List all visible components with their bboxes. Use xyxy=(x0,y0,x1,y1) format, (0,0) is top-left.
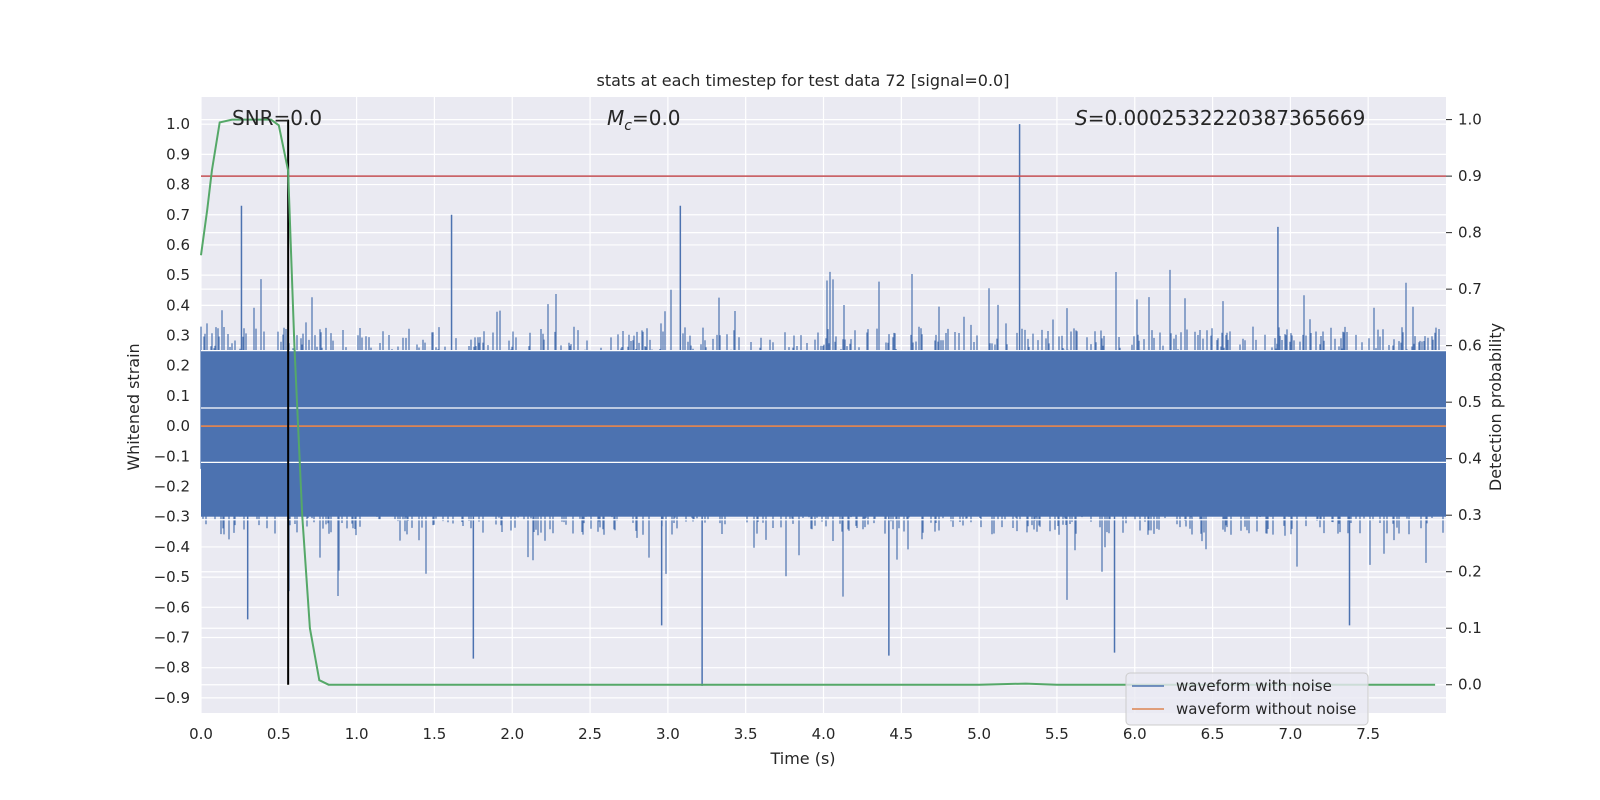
noise-series xyxy=(200,124,1446,686)
y-right-tick-label: 0.6 xyxy=(1458,337,1482,355)
y-left-tick-label: −0.4 xyxy=(154,538,190,556)
y-axis-label-right: Detection probability xyxy=(1486,323,1505,491)
y-right-tick-label: 1.0 xyxy=(1458,111,1482,129)
y-right-tick-label: 0.4 xyxy=(1458,450,1482,468)
y-left-tick-label: −0.8 xyxy=(154,659,190,677)
x-tick-label: 6.0 xyxy=(1123,725,1147,743)
x-tick-label: 5.0 xyxy=(967,725,991,743)
x-tick-label: 3.0 xyxy=(656,725,680,743)
y-left-tick-label: 0.1 xyxy=(166,387,190,405)
y-right-tick-label: 0.0 xyxy=(1458,676,1482,694)
x-tick-label: 1.0 xyxy=(345,725,369,743)
s-annotation: S=0.0002532220387365669 xyxy=(1075,106,1365,130)
legend: waveform with noise waveform without noi… xyxy=(1125,672,1369,726)
x-tick-label: 3.5 xyxy=(734,725,758,743)
y-left-tick-label: 0.2 xyxy=(166,357,190,375)
x-tick-label: 5.5 xyxy=(1045,725,1069,743)
y-left-tick-label: 0.0 xyxy=(166,417,190,435)
x-tick-label: 6.5 xyxy=(1201,725,1225,743)
y-right-tick-label: 0.9 xyxy=(1458,167,1482,185)
x-tick-label: 0.5 xyxy=(267,725,291,743)
x-tick-label: 1.5 xyxy=(423,725,447,743)
y-left-tick-label: −0.7 xyxy=(154,629,190,647)
y-left-tick-label: 0.6 xyxy=(166,236,190,254)
mc-subscript: c xyxy=(624,118,632,134)
y-left-tick-label: −0.2 xyxy=(154,478,190,496)
y-left-tick-label: 0.7 xyxy=(166,206,190,224)
x-tick-label: 2.5 xyxy=(578,725,602,743)
mc-symbol: M xyxy=(607,106,624,130)
y-axis-label-left: Whitened strain xyxy=(124,343,143,470)
legend-label-noise: waveform with noise xyxy=(1176,677,1332,695)
y-left-tick-label: 1.0 xyxy=(166,115,190,133)
snr-annotation: SNR=0.0 xyxy=(232,106,322,130)
x-axis-label: Time (s) xyxy=(769,749,835,768)
mc-annotation: Mc=0.0 xyxy=(607,106,681,134)
y-left-tick-label: −0.9 xyxy=(154,689,190,707)
legend-box xyxy=(1125,672,1369,726)
y-axis-left: −0.9 −0.8 −0.7 −0.6 −0.5 −0.4 −0.3 −0.2 −0.1 0.0 0… xyxy=(154,115,190,707)
y-left-tick-label: 0.8 xyxy=(166,176,190,194)
y-left-tick-label: 0.4 xyxy=(166,296,190,314)
y-right-tick-label: 0.5 xyxy=(1458,393,1482,411)
chart-title: stats at each timestep for test data 72 … xyxy=(597,71,1010,90)
legend-label-clean: waveform without noise xyxy=(1176,700,1356,718)
series-detection-probability xyxy=(200,118,1436,686)
x-axis: 0.0 0.5 1.0 1.5 2.0 2.5 3.0 3.5 4.0 4.5 5.0 5.5 6.0 6… xyxy=(189,725,1380,743)
y-right-tick-label: 0.7 xyxy=(1458,280,1482,298)
x-tick-label: 2.0 xyxy=(500,725,524,743)
x-tick-label: 7.5 xyxy=(1356,725,1380,743)
y-left-tick-label: −0.1 xyxy=(154,447,190,465)
line-series xyxy=(200,118,1446,686)
y-left-tick-label: 0.9 xyxy=(166,145,190,163)
y-right-tick-label: 0.3 xyxy=(1458,506,1482,524)
s-value: =0.0002532220387365669 xyxy=(1088,106,1366,130)
y-left-tick-label: −0.6 xyxy=(154,598,190,616)
x-tick-label: 4.5 xyxy=(889,725,913,743)
y-right-tick-label: 0.1 xyxy=(1458,619,1482,637)
x-tick-label: 0.0 xyxy=(189,725,213,743)
x-tick-label: 4.0 xyxy=(812,725,836,743)
y-right-tick-label: 0.8 xyxy=(1458,224,1482,242)
y-axis-right: 0.0 0.1 0.2 0.3 0.4 0.5 0.6 0.7 0.8 0.9 1.0 xyxy=(1446,111,1482,694)
y-left-tick-label: 0.5 xyxy=(166,266,190,284)
y-right-tick-label: 0.2 xyxy=(1458,563,1482,581)
y-left-tick-label: −0.3 xyxy=(154,508,190,526)
mc-value: =0.0 xyxy=(632,106,681,130)
y-left-tick-label: −0.5 xyxy=(154,568,190,586)
x-tick-label: 7.0 xyxy=(1278,725,1302,743)
noise-core-band xyxy=(201,350,1446,517)
y-left-tick-label: 0.3 xyxy=(166,327,190,345)
s-symbol: S xyxy=(1075,106,1088,130)
